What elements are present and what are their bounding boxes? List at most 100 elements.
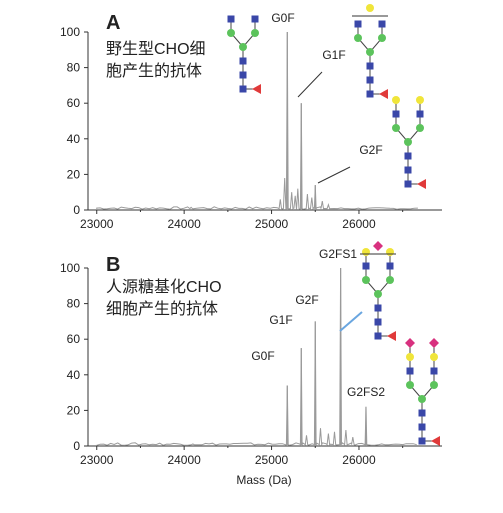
galactose-circle bbox=[362, 248, 370, 256]
glcnac-square bbox=[239, 85, 247, 93]
glcnac-square bbox=[251, 15, 259, 23]
glcnac-square bbox=[404, 152, 412, 160]
mannose-circle bbox=[406, 381, 414, 389]
x-tick-label: 24000 bbox=[167, 453, 201, 467]
x-tick-label: 25000 bbox=[255, 217, 289, 231]
glcnac-square bbox=[418, 437, 426, 445]
glcnac-square bbox=[404, 166, 412, 174]
panel-note-line: 人源糖基化CHO bbox=[106, 278, 222, 296]
x-tick-label: 26000 bbox=[342, 217, 376, 231]
leader-line-blue bbox=[339, 311, 363, 332]
mannose-circle bbox=[430, 381, 438, 389]
glcnac-square bbox=[378, 20, 386, 28]
y-tick-label: 80 bbox=[67, 297, 81, 311]
fucose-triangle bbox=[387, 331, 396, 341]
mannose-circle bbox=[354, 34, 362, 42]
y-tick-label: 0 bbox=[73, 203, 80, 217]
glcnac-square bbox=[386, 262, 394, 270]
peak-label-g1f: G1F bbox=[322, 48, 345, 62]
y-tick-label: 100 bbox=[60, 25, 80, 39]
fucose-triangle bbox=[379, 89, 388, 99]
fucose-triangle bbox=[252, 84, 261, 94]
peak-label-g1f: G1F bbox=[269, 313, 292, 327]
glcnac-square bbox=[366, 76, 374, 84]
mannose-circle bbox=[366, 48, 374, 56]
fucose-triangle bbox=[431, 436, 440, 446]
leader-line bbox=[297, 71, 323, 98]
x-axis-title: Mass (Da) bbox=[236, 473, 291, 487]
glcnac-square bbox=[404, 180, 412, 188]
x-tick-label: 23000 bbox=[80, 453, 114, 467]
glycan-g2fs1 bbox=[360, 241, 396, 341]
mannose-circle bbox=[418, 395, 426, 403]
x-tick-label: 26000 bbox=[342, 453, 376, 467]
glycan-g0f bbox=[227, 15, 261, 94]
x-tick-label: 23000 bbox=[80, 217, 114, 231]
peak-label-g0f: G0F bbox=[271, 11, 294, 25]
panel-note-line: 细胞产生的抗体 bbox=[106, 300, 218, 318]
mannose-circle bbox=[239, 43, 247, 51]
peak-label-g2f: G2F bbox=[359, 143, 382, 157]
y-tick-label: 0 bbox=[73, 439, 80, 453]
panel-note-line: 胞产生的抗体 bbox=[106, 62, 202, 80]
sialic-acid-diamond bbox=[405, 338, 415, 348]
y-tick-label: 40 bbox=[67, 132, 81, 146]
galactose-circle bbox=[392, 96, 400, 104]
y-tick-label: 60 bbox=[67, 96, 81, 110]
peak-label-g0f: G0F bbox=[251, 349, 274, 363]
y-tick-label: 20 bbox=[67, 167, 81, 181]
y-tick-label: 100 bbox=[60, 261, 80, 275]
glcnac-square bbox=[418, 409, 426, 417]
y-tick-label: 60 bbox=[67, 332, 81, 346]
glcnac-square bbox=[239, 71, 247, 79]
glcnac-square bbox=[366, 62, 374, 70]
panel-note-line: 野生型CHO细 bbox=[106, 40, 206, 58]
glcnac-square bbox=[392, 110, 400, 118]
mannose-circle bbox=[392, 124, 400, 132]
y-tick-label: 40 bbox=[67, 368, 81, 382]
peak-label-g2f: G2F bbox=[295, 293, 318, 307]
glycan-g2f bbox=[392, 96, 426, 189]
glcnac-square bbox=[362, 262, 370, 270]
galactose-circle bbox=[406, 353, 414, 361]
glcnac-square bbox=[239, 57, 247, 65]
galactose-circle bbox=[366, 4, 374, 12]
mannose-circle bbox=[416, 124, 424, 132]
fucose-triangle bbox=[417, 179, 426, 189]
panel-a: 0 20 40 60 80 100 23000 24000 25000 26000 G0F G1F G2… bbox=[60, 11, 442, 231]
glcnac-square bbox=[418, 423, 426, 431]
mannose-circle bbox=[227, 29, 235, 37]
mannose-circle bbox=[386, 276, 394, 284]
glcnac-square bbox=[430, 367, 438, 375]
peak-label-g2fs1: G2FS1 bbox=[319, 247, 357, 261]
sialic-acid-diamond bbox=[429, 338, 439, 348]
glycan-g2fs2 bbox=[405, 338, 440, 446]
x-tick-label: 24000 bbox=[167, 217, 201, 231]
glcnac-square bbox=[406, 367, 414, 375]
mannose-circle bbox=[362, 276, 370, 284]
mannose-circle bbox=[251, 29, 259, 37]
mannose-circle bbox=[374, 290, 382, 298]
spectrum-trace bbox=[96, 267, 417, 447]
glcnac-square bbox=[416, 110, 424, 118]
mannose-circle bbox=[404, 138, 412, 146]
leader-line bbox=[317, 166, 351, 184]
y-tick-label: 20 bbox=[67, 403, 81, 417]
glcnac-square bbox=[374, 318, 382, 326]
galactose-circle bbox=[430, 353, 438, 361]
galactose-circle bbox=[416, 96, 424, 104]
y-tick-label: 80 bbox=[67, 61, 81, 75]
panel-letter-a: A bbox=[106, 12, 120, 34]
glycan-g1f bbox=[352, 4, 388, 99]
glcnac-square bbox=[366, 90, 374, 98]
x-tick-label: 25000 bbox=[255, 453, 289, 467]
peak-label-g2fs2: G2FS2 bbox=[347, 385, 385, 399]
glcnac-square bbox=[354, 20, 362, 28]
sialic-acid-diamond bbox=[373, 241, 383, 251]
glcnac-square bbox=[374, 332, 382, 340]
panel-letter-b: B bbox=[106, 254, 120, 276]
glcnac-square bbox=[227, 15, 235, 23]
